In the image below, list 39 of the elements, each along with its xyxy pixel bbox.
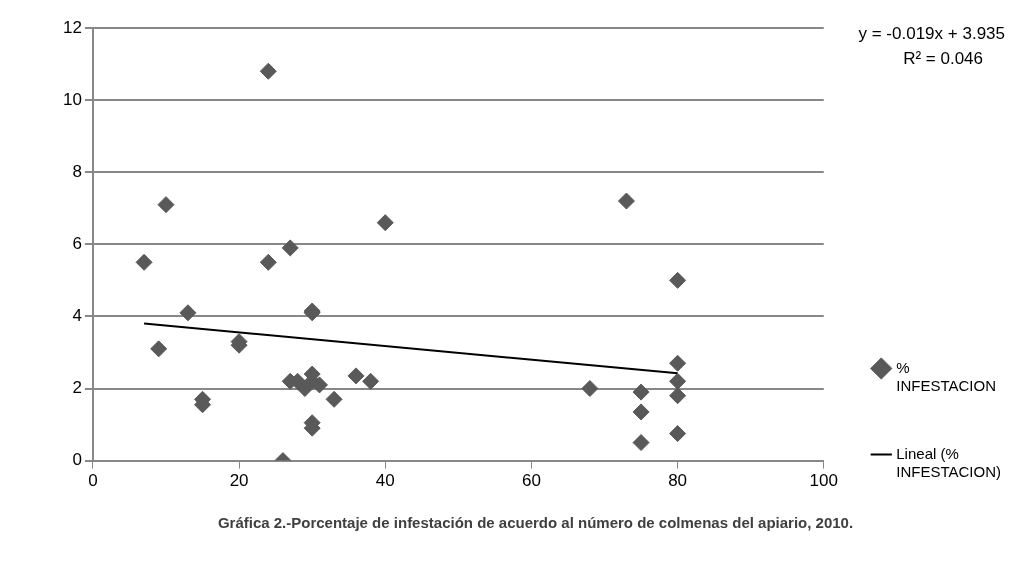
point (669, 271, 687, 289)
y-tick-label: 6 (72, 233, 82, 253)
point (581, 380, 599, 397)
point (347, 367, 365, 385)
point (632, 434, 650, 452)
point (259, 253, 277, 271)
point (259, 62, 277, 80)
point (135, 253, 153, 271)
text: y = -0.019x + 3.935 (858, 24, 1005, 44)
y-tick-label: 0 (72, 450, 82, 470)
x-tick-label: 60 (521, 471, 541, 491)
point (669, 354, 687, 372)
point (179, 304, 197, 322)
point (632, 383, 650, 401)
text: Gráfica 2.-Porcentaje de infestación de acuerdo al número de colmenas del apiario, 2010. (217, 514, 854, 532)
point (281, 239, 299, 257)
point (150, 340, 168, 358)
x-tick-label: 80 (668, 471, 688, 491)
legend-label: % INFESTACION (896, 358, 997, 394)
point (669, 425, 687, 443)
y-tick-label: 2 (72, 378, 82, 398)
x-tick-label: 20 (229, 471, 249, 491)
y-tick-label: 10 (62, 89, 82, 109)
text: R² = 0.046 (903, 49, 983, 69)
point (617, 192, 635, 210)
legend-label: Lineal (% INFESTACION) (896, 444, 1002, 480)
point (157, 196, 175, 214)
x-tick-label: 0 (88, 471, 98, 491)
point (669, 372, 687, 390)
point (632, 403, 650, 421)
y-tick-label: 4 (72, 306, 82, 326)
x-tick-label: 40 (375, 471, 395, 491)
point (669, 387, 687, 405)
point (325, 390, 343, 408)
point (362, 372, 380, 390)
point (376, 214, 394, 232)
y-tick-label: 8 (72, 161, 82, 181)
y-tick-label: 12 (62, 17, 82, 37)
x-tick-label: 100 (809, 471, 838, 491)
